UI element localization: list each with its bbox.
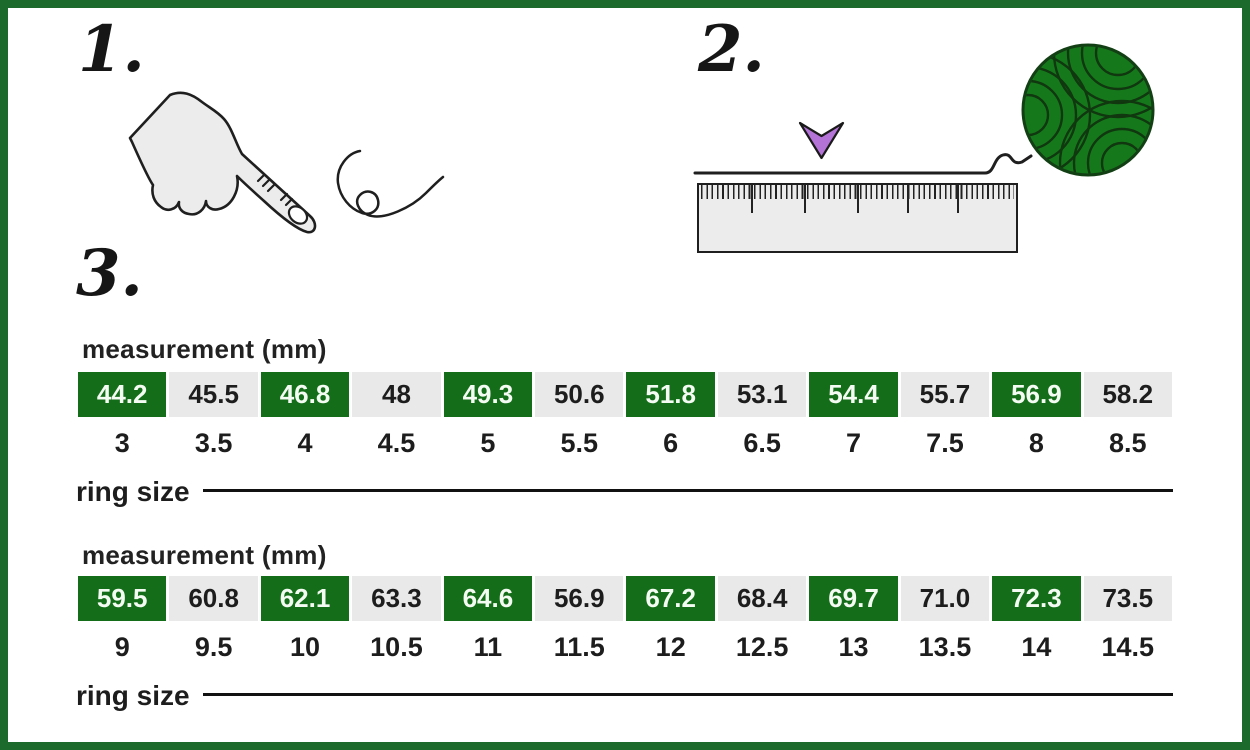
ring-size-cell: 6.5 [743, 427, 781, 458]
yarn-ball-icon [1021, 43, 1155, 177]
ring-size-cell: 6 [663, 427, 679, 458]
ring-size-cell: 7 [846, 427, 862, 458]
measurement-cell: 45.5 [169, 372, 258, 417]
ruler-long-tick [957, 185, 959, 213]
string-loop-icon [336, 149, 445, 218]
fingernail [287, 205, 309, 225]
ring-size-row: 3 3.5 4 4.5 5 5.5 6 6.5 7 7.5 8 8.5 [78, 424, 1172, 462]
ring-size-cell: 8 [1028, 427, 1044, 458]
measurement-cell: 60.8 [169, 576, 258, 621]
measurement-header: measurement (mm) [82, 540, 327, 570]
ring-size-cell: 4 [297, 427, 313, 458]
pointing-hand-icon [128, 91, 317, 234]
measurement-row: 59.5 60.8 62.1 63.3 64.6 56.9 67.2 68.4 69.7 71.0… [78, 576, 1172, 621]
ring-size-cell: 11.5 [553, 631, 605, 662]
ring-size-cell: 11 [473, 631, 503, 662]
measurement-cell: 51.8 [626, 372, 715, 417]
ruler-long-tick [804, 185, 806, 213]
ruler-long-tick [751, 185, 753, 213]
ring-size-cell: 3.5 [194, 427, 233, 458]
measurement-cell: 49.3 [443, 372, 533, 417]
ring-size-cell: 13.5 [918, 631, 972, 662]
measurement-cell: 69.7 [809, 576, 898, 621]
ring-size-cell: 7.5 [926, 427, 964, 458]
measurement-cell: 64.6 [443, 576, 533, 621]
measurement-cell: 46.8 [260, 372, 350, 417]
ruler-long-tick [907, 185, 909, 213]
measurement-cell: 54.4 [809, 372, 898, 417]
ring-size-label: ring size [76, 476, 190, 507]
ring-size-cell: 12.5 [735, 631, 789, 662]
string-wrap-marks [256, 173, 294, 207]
ruler-icon [697, 183, 1018, 253]
ring-size-cell: 3 [114, 427, 130, 458]
ring-size-cell: 5 [480, 427, 496, 458]
measurement-cell: 72.3 [992, 576, 1081, 621]
ring-size-cell: 5.5 [560, 427, 599, 458]
measurement-cell: 68.4 [717, 576, 807, 621]
step-2-illustration [693, 43, 1155, 177]
ring-size-cell: 14 [1021, 631, 1052, 662]
ring-size-cell: 10.5 [370, 631, 423, 662]
measurement-cell: 55.7 [900, 372, 990, 417]
measurement-cell: 56.9 [992, 372, 1081, 417]
step-2-number: 2. [698, 12, 765, 87]
ring-size-cell: 8.5 [1109, 427, 1147, 458]
ring-size-cell: 10 [290, 631, 321, 662]
measurement-cell: 73.5 [1083, 576, 1172, 621]
measurement-row: 44.2 45.5 46.8 48 49.3 50.6 51.8 53.1 54.4 55.7 56… [78, 372, 1172, 417]
step-3-number: 3. [76, 236, 143, 311]
measurement-cell: 62.1 [260, 576, 350, 621]
ring-size-line [203, 693, 1173, 696]
measurement-header: measurement (mm) [82, 334, 327, 364]
ring-size-cell: 13 [838, 631, 869, 662]
measurement-cell: 53.1 [717, 372, 807, 417]
down-arrow-icon [798, 121, 845, 160]
ring-size-row: 9 9.5 10 10.5 11 11.5 12 12.5 13 13.5 14 14.5 [78, 628, 1172, 666]
ruler-long-tick [857, 185, 859, 213]
ring-size-cell: 9 [114, 631, 130, 662]
thread-icon [693, 153, 1033, 175]
ring-size-cell: 4.5 [377, 427, 416, 458]
ring-size-cell: 12 [655, 631, 686, 662]
measurement-cell: 58.2 [1083, 372, 1172, 417]
measurement-cell: 71.0 [900, 576, 990, 621]
measurement-cell: 56.9 [535, 576, 624, 621]
measurement-cell: 63.3 [352, 576, 441, 621]
ring-size-cell: 14.5 [1101, 631, 1155, 662]
measurement-cell: 67.2 [626, 576, 715, 621]
ring-size-cell: 9.5 [194, 631, 233, 662]
measurement-cell: 48 [352, 372, 441, 417]
ring-size-line [203, 489, 1173, 492]
ring-size-label: ring size [76, 680, 190, 711]
measurement-cell: 59.5 [78, 576, 167, 621]
step-1-number: 1. [78, 12, 145, 87]
measurement-cell: 44.2 [78, 372, 167, 417]
measurement-cell: 50.6 [535, 372, 624, 417]
